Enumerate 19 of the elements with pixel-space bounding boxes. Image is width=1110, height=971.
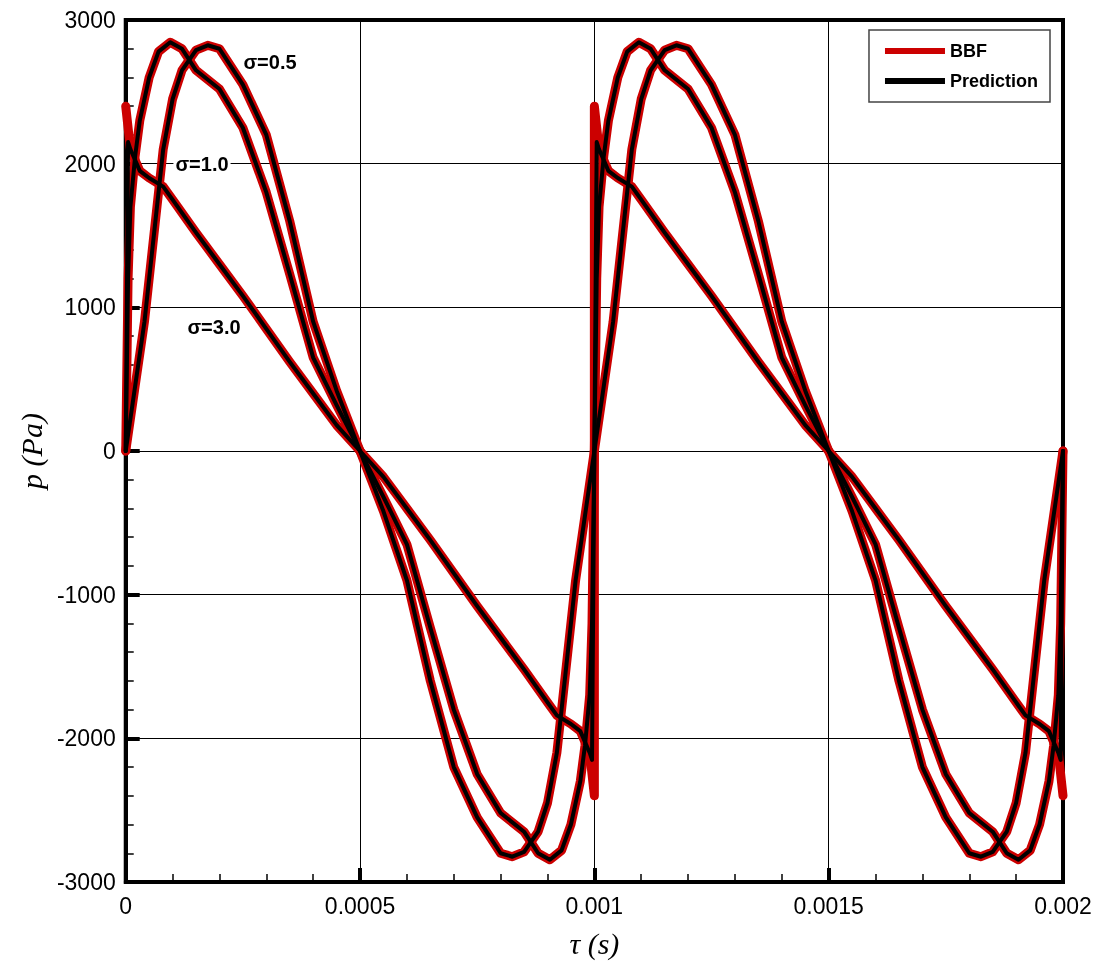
annotation: σ=1.0 bbox=[175, 153, 229, 175]
x-tick-label: 0.002 bbox=[1034, 892, 1092, 919]
legend-label: Prediction bbox=[949, 71, 1038, 91]
legend-label: BBF bbox=[949, 41, 987, 61]
y-tick-label: -1000 bbox=[56, 581, 116, 608]
x-tick-label: 0 bbox=[119, 892, 133, 919]
x-axis-title: τ (s) bbox=[569, 926, 620, 961]
x-tick-label: 0.0005 bbox=[324, 892, 396, 919]
y-tick-label: 1000 bbox=[64, 294, 116, 321]
y-tick-label: -3000 bbox=[56, 869, 116, 895]
y-tick-label: 3000 bbox=[64, 7, 116, 33]
y-axis-title: p (Pa) bbox=[14, 413, 49, 491]
y-tick-label: -2000 bbox=[56, 725, 116, 752]
x-tick-label: 0.0015 bbox=[793, 892, 864, 919]
x-tick-label: 0.001 bbox=[565, 892, 624, 919]
annotation: σ=3.0 bbox=[187, 316, 241, 338]
annotation: σ=0.5 bbox=[243, 51, 297, 73]
y-tick-label: 0 bbox=[102, 438, 116, 464]
y-tick-label: 2000 bbox=[64, 150, 116, 177]
